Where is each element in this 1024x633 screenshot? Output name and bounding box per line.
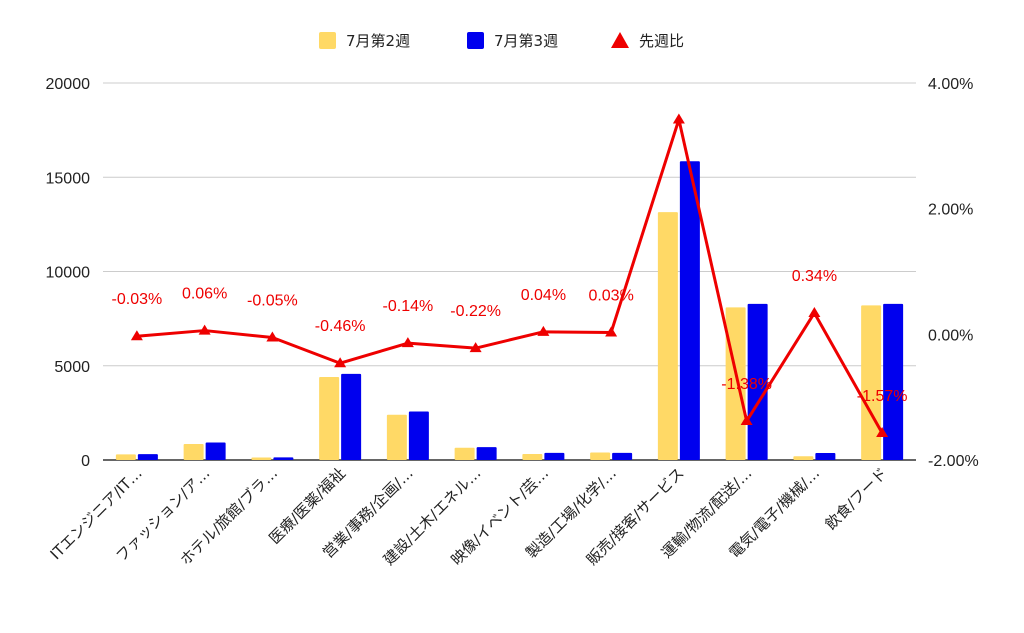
bar-1-3 (319, 377, 340, 460)
y-left-tick: 5000 (54, 359, 90, 376)
bar-2-10 (815, 453, 836, 460)
line-point-5 (469, 342, 482, 353)
bar-1-1 (183, 443, 204, 460)
bar-1-8 (657, 212, 678, 460)
line-label-7: 0.03% (588, 287, 633, 304)
y-axis-right: -2.00% 0.00% 2.00% 4.00% (928, 76, 979, 470)
bar-1-10 (793, 456, 814, 460)
line-point-9 (740, 415, 753, 426)
line-point-8 (672, 113, 685, 124)
legend: 7月第2週 7月第3週 先週比 (319, 32, 684, 50)
bar-2-8 (679, 161, 700, 461)
bar-1-0 (115, 454, 136, 460)
bar-series (115, 161, 904, 461)
bar-1-7 (590, 452, 611, 460)
x-category-label: 飲食/フード (822, 464, 891, 533)
line-label-10: 0.34% (792, 268, 837, 285)
bar-2-2 (273, 457, 294, 460)
line-label-11: -1.57% (857, 388, 908, 405)
legend-swatch (319, 32, 336, 49)
y-left-tick: 15000 (46, 170, 91, 187)
y-right-tick: -2.00% (928, 453, 979, 470)
bar-1-5 (454, 447, 475, 460)
legend-swatch (611, 32, 629, 48)
line-point-0 (130, 330, 143, 341)
bar-2-5 (476, 447, 497, 460)
bar-2-7 (612, 452, 633, 460)
y-left-tick: 10000 (46, 265, 91, 282)
line-point-4 (401, 337, 414, 348)
line-point-2 (266, 331, 279, 342)
line-label-0: -0.03% (112, 291, 163, 308)
line-series (130, 113, 889, 437)
legend-item-3: 先週比 (611, 32, 684, 50)
y-left-tick: 0 (81, 453, 90, 470)
y-axis-left: 0 5000 10000 15000 20000 (46, 76, 91, 470)
x-axis-categories: ITエンジニア/IT…ファッション/ア…ホテル/旅館/ブラ…医療/医薬/福祉営業… (47, 464, 891, 569)
line-label-6: 0.04% (521, 287, 566, 304)
bar-1-6 (522, 453, 543, 460)
bar-2-0 (137, 454, 158, 460)
legend-swatch (467, 32, 484, 49)
y-right-tick: 2.00% (928, 202, 973, 219)
bar-1-4 (386, 414, 407, 460)
data-labels: -0.03% 0.06% -0.05% -0.46% -0.14% -0.22% 0.04%… (112, 268, 908, 405)
line-point-7 (605, 326, 618, 337)
bar-1-2 (251, 457, 272, 460)
bar-2-9 (747, 303, 768, 460)
gridlines (103, 82, 916, 461)
line-point-11 (876, 426, 889, 437)
y-right-tick: 0.00% (928, 327, 973, 344)
line-label-3: -0.46% (315, 318, 366, 335)
legend-label: 7月第3週 (494, 32, 558, 50)
bar-2-6 (544, 452, 565, 460)
bar-2-1 (205, 442, 226, 460)
line-label-5: -0.22% (450, 303, 501, 320)
y-right-tick: 4.00% (928, 76, 973, 93)
line-label-9: -1.38% (721, 376, 772, 393)
y-left-tick: 20000 (46, 76, 91, 93)
line-path (136, 117, 884, 434)
line-point-3 (334, 357, 347, 368)
legend-label: 先週比 (639, 32, 684, 50)
bar-2-4 (408, 411, 429, 460)
line-label-4: -0.14% (383, 298, 434, 315)
line-point-6 (537, 325, 550, 336)
bar-2-11 (883, 303, 904, 460)
bar-2-3 (341, 373, 362, 460)
line-label-1: 0.06% (182, 286, 227, 303)
line-label-2: -0.05% (247, 292, 298, 309)
line-point-1 (198, 324, 211, 335)
legend-item-2: 7月第3週 (467, 32, 558, 50)
legend-item-1: 7月第2週 (319, 32, 410, 50)
line-point-10 (808, 306, 821, 317)
legend-label: 7月第2週 (346, 32, 410, 50)
